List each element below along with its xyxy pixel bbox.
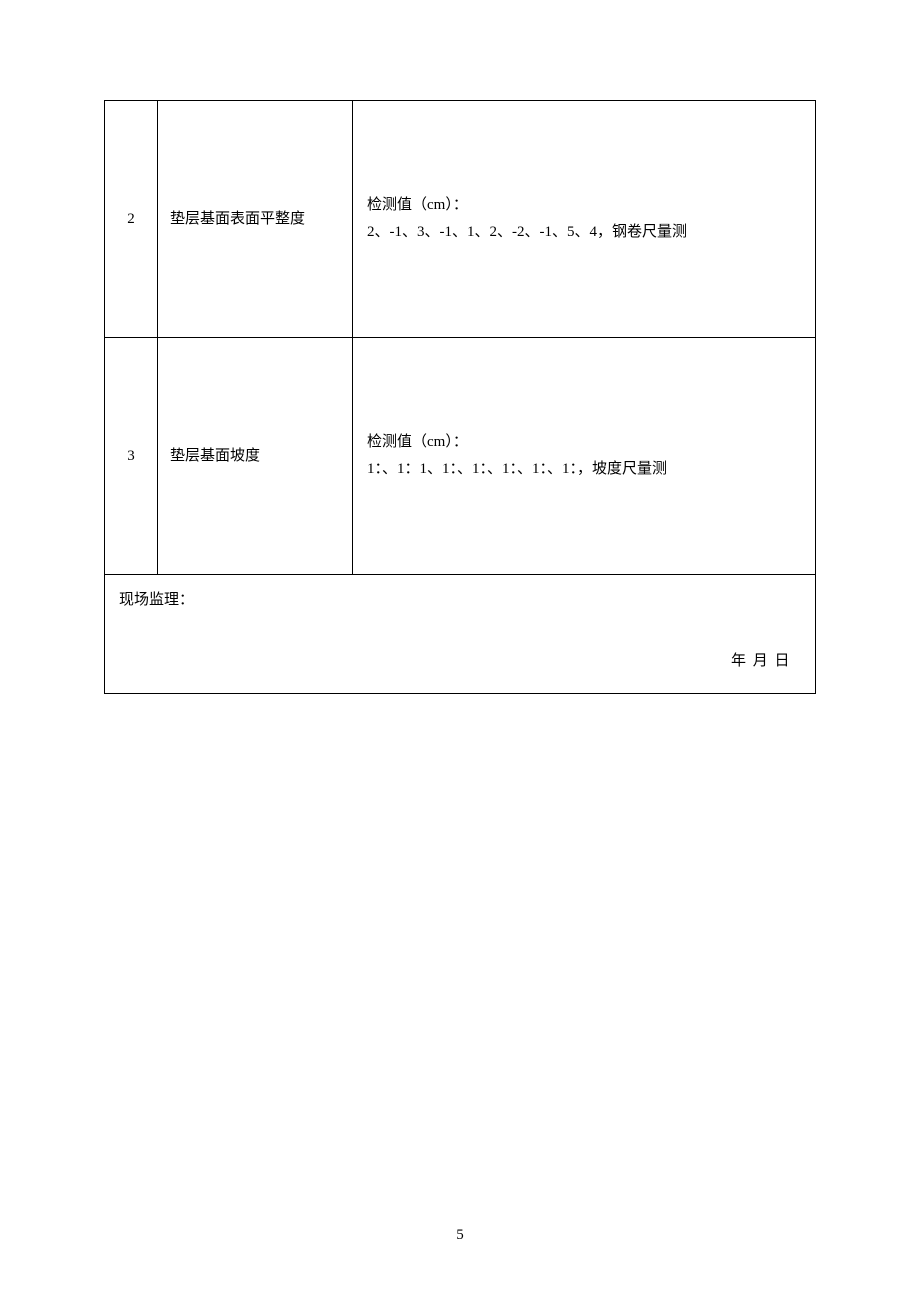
detail-label: 检测值（cm）： <box>367 429 801 456</box>
row-number-cell: 3 <box>105 338 158 575</box>
detail-cell: 检测值（cm）： 2、-1、3、-1、1、2、-2、-1、5、4，钢卷尺量测 <box>353 101 816 338</box>
supervisor-label: 现场监理： <box>119 587 801 614</box>
detail-cell: 检测值（cm）： 1：、1：1、1：、1：、1：、1：、1：，坡度尺量测 <box>353 338 816 575</box>
date-label: 年 月 日 <box>119 648 801 675</box>
table-row: 2 垫层基面表面平整度 检测值（cm）： 2、-1、3、-1、1、2、-2、-1… <box>105 101 816 338</box>
item-name-cell: 垫层基面坡度 <box>158 338 353 575</box>
row-number-cell: 2 <box>105 101 158 338</box>
table-row: 3 垫层基面坡度 检测值（cm）： 1：、1：1、1：、1：、1：、1：、1：，… <box>105 338 816 575</box>
page-number: 5 <box>0 1227 920 1244</box>
detail-values: 1：、1：1、1：、1：、1：、1：、1：，坡度尺量测 <box>367 456 801 483</box>
detail-values: 2、-1、3、-1、1、2、-2、-1、5、4，钢卷尺量测 <box>367 219 801 246</box>
item-name-cell: 垫层基面表面平整度 <box>158 101 353 338</box>
page-container: 2 垫层基面表面平整度 检测值（cm）： 2、-1、3、-1、1、2、-2、-1… <box>0 0 920 694</box>
inspection-table: 2 垫层基面表面平整度 检测值（cm）： 2、-1、3、-1、1、2、-2、-1… <box>104 100 816 694</box>
detail-label: 检测值（cm）： <box>367 192 801 219</box>
footer-row: 现场监理： 年 月 日 <box>105 575 816 694</box>
footer-cell: 现场监理： 年 月 日 <box>105 575 816 694</box>
